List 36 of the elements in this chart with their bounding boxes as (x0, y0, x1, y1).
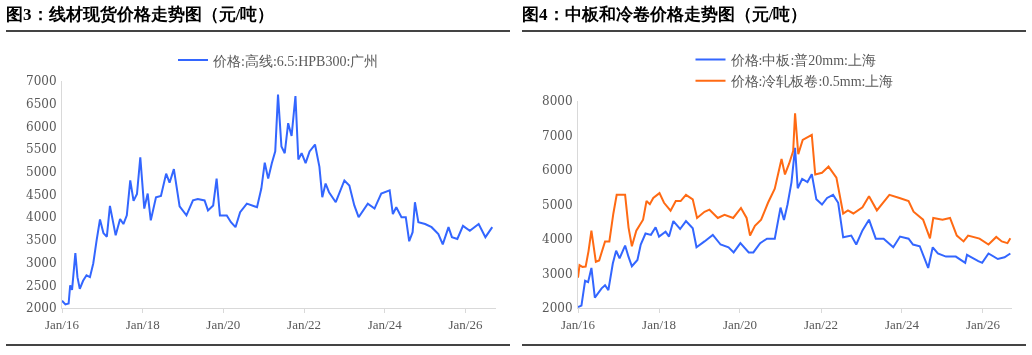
y-tick-label: 6000 (542, 163, 573, 178)
y-tick-label: 4500 (26, 187, 57, 202)
x-tick-label: Jan/24 (367, 316, 403, 332)
x-tick-label: Jan/26 (448, 316, 483, 332)
chart-title: 图4：中板和冷卷价格走势图（元/吨） (522, 0, 1026, 32)
y-tick-label: 2500 (26, 278, 57, 293)
x-tick-label: Jan/20 (722, 316, 757, 332)
y-tick-label: 3500 (26, 233, 57, 248)
x-tick-label: Jan/20 (206, 316, 241, 332)
x-tick-label: Jan/26 (965, 316, 1001, 332)
legend-label: 价格:高线:6.5:HPB300:广州 (212, 53, 379, 69)
y-tick-label: 3000 (26, 255, 57, 270)
x-tick-label: Jan/24 (884, 316, 920, 332)
y-tick-label: 7000 (26, 74, 57, 89)
y-tick-label: 5000 (542, 197, 573, 212)
y-tick-label: 8000 (542, 94, 573, 109)
x-tick-label: Jan/22 (287, 316, 322, 332)
legend-label: 价格:冷轧板卷:0.5mm:上海 (729, 74, 894, 90)
x-tick-label: Jan/16 (45, 316, 80, 332)
y-tick-label: 5500 (26, 142, 57, 157)
y-tick-label: 7000 (542, 128, 573, 143)
x-tick-label: Jan/18 (125, 316, 160, 332)
x-tick-label: Jan/18 (642, 316, 677, 332)
y-tick-label: 6500 (26, 96, 57, 111)
y-tick-label: 6000 (26, 119, 57, 134)
x-tick-label: Jan/22 (804, 316, 838, 332)
y-tick-label: 4000 (542, 232, 573, 247)
y-tick-label: 2000 (542, 301, 573, 316)
y-tick-label: 3000 (542, 266, 573, 281)
y-tick-label: 2000 (26, 301, 57, 316)
chart-title: 图3：线材现货价格走势图（元/吨） (6, 0, 510, 32)
legend-label: 价格:中板:普20mm:上海 (729, 51, 876, 68)
x-tick-label: Jan/16 (561, 316, 596, 332)
line-series (578, 112, 1012, 279)
y-tick-label: 4000 (26, 210, 57, 225)
y-tick-label: 5000 (26, 165, 57, 179)
